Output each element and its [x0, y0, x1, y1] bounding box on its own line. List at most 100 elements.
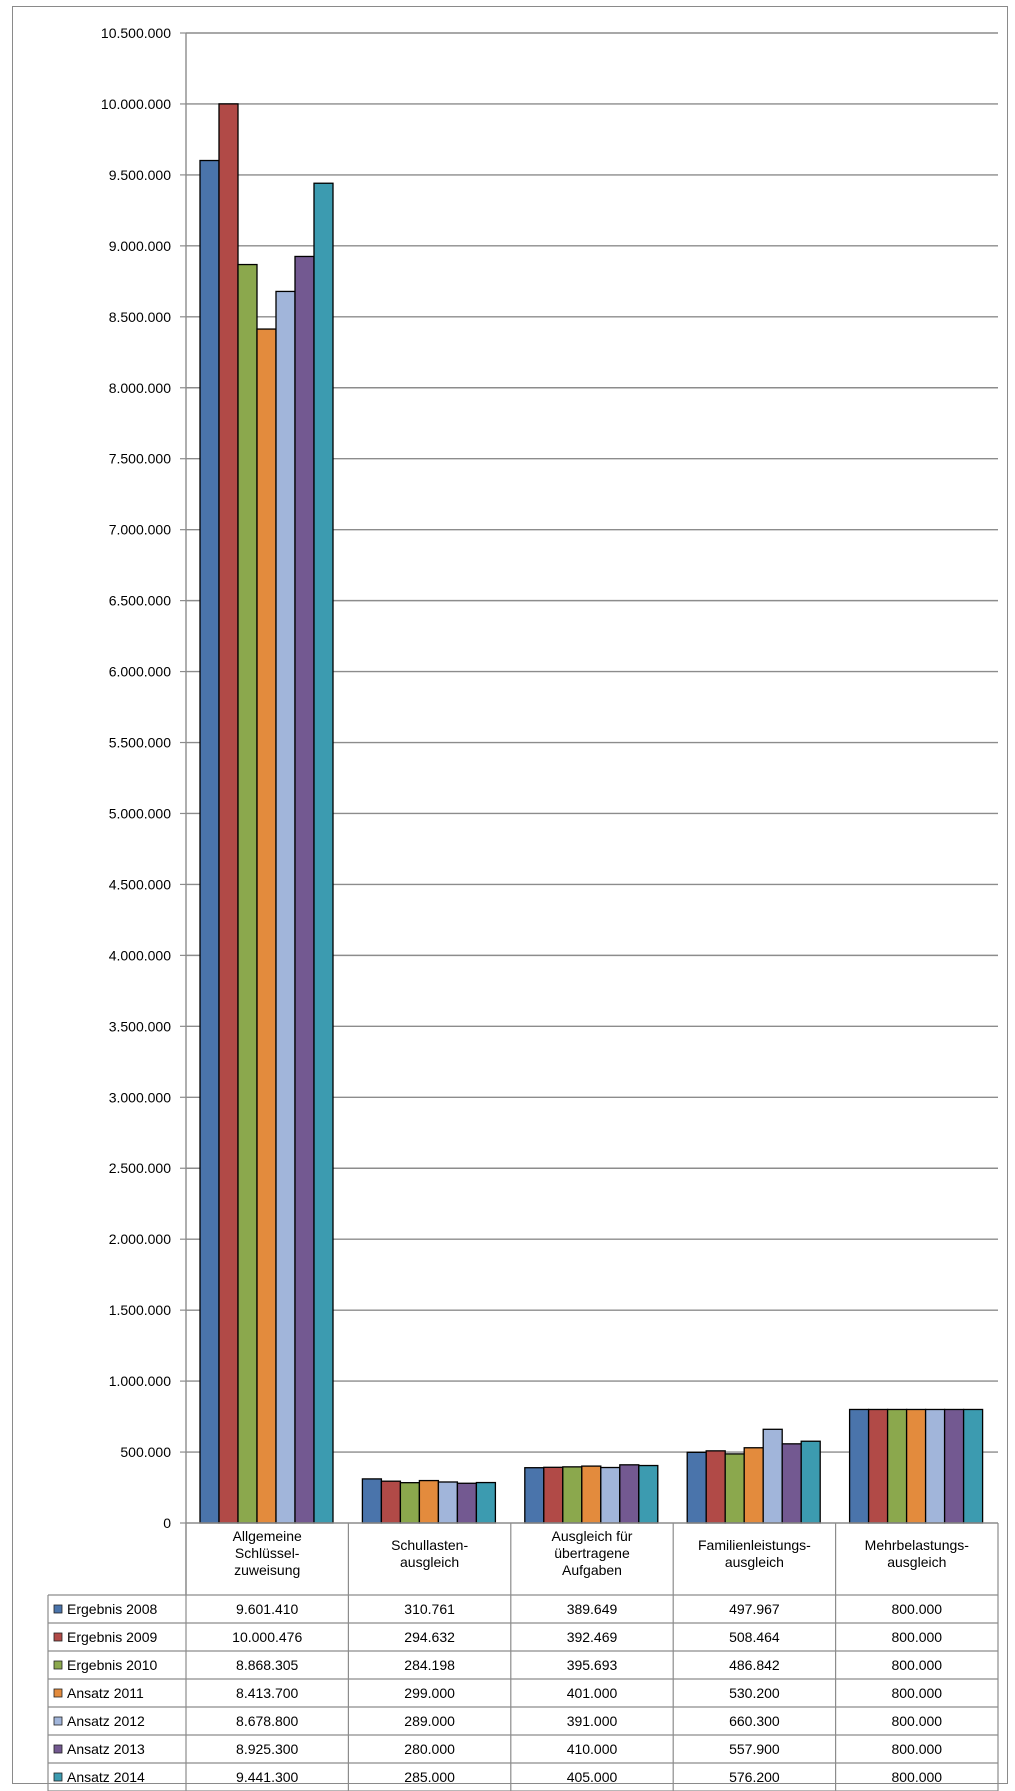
bar — [962, 1408, 984, 1524]
bar — [524, 1467, 545, 1524]
bar — [313, 182, 334, 1524]
data-cell: 800.000 — [891, 1629, 942, 1645]
data-cell: 299.000 — [404, 1685, 455, 1701]
data-cell: 8.925.300 — [236, 1741, 298, 1757]
y-tick-label: 5.500.000 — [109, 735, 171, 751]
legend-swatch — [53, 1772, 63, 1782]
bar — [724, 1453, 745, 1524]
data-cell: 392.469 — [567, 1629, 618, 1645]
y-tick-label: 6.000.000 — [109, 664, 171, 680]
legend-label: Ergebnis 2008 — [67, 1601, 158, 1617]
bar — [686, 1451, 707, 1524]
data-cell: 280.000 — [404, 1741, 455, 1757]
legend-label: Ansatz 2012 — [67, 1713, 145, 1729]
category-label: ausgleich — [725, 1554, 784, 1570]
legend-label: Ansatz 2011 — [67, 1685, 144, 1701]
bar — [905, 1408, 927, 1524]
category-label: Schlüssel- — [235, 1545, 300, 1561]
bar — [562, 1466, 583, 1524]
data-cell: 508.464 — [729, 1629, 780, 1645]
y-tick-label: 3.500.000 — [109, 1018, 171, 1034]
category-label: Familienleistungs- — [698, 1537, 811, 1553]
y-tick-label: 8.000.000 — [109, 380, 171, 396]
data-cell: 800.000 — [891, 1657, 942, 1673]
y-tick-label: 3.000.000 — [109, 1089, 171, 1105]
data-cell: 800.000 — [891, 1769, 942, 1785]
legend-label: Ergebnis 2010 — [67, 1657, 158, 1673]
y-tick-label: 0 — [163, 1515, 171, 1531]
category-label: Aufgaben — [562, 1562, 622, 1578]
category-label: Mehrbelastungs- — [865, 1537, 970, 1553]
bar — [399, 1482, 421, 1524]
bar — [418, 1479, 440, 1524]
data-cell: 8.678.800 — [236, 1713, 298, 1729]
data-cell: 800.000 — [891, 1741, 942, 1757]
y-tick-label: 7.000.000 — [109, 522, 171, 538]
y-tick-label: 4.000.000 — [109, 947, 171, 963]
data-cell: 9.601.410 — [236, 1601, 298, 1617]
y-tick-label: 7.500.000 — [109, 451, 171, 467]
bar — [638, 1464, 659, 1524]
y-tick-label: 2.500.000 — [109, 1160, 171, 1176]
y-tick-label: 8.500.000 — [109, 309, 171, 325]
bar — [294, 255, 315, 1524]
category-label: übertragene — [554, 1545, 630, 1561]
bar — [475, 1481, 497, 1524]
bar — [619, 1464, 640, 1524]
bars — [199, 103, 984, 1524]
data-cell: 389.649 — [567, 1601, 618, 1617]
data-cell: 405.000 — [567, 1769, 618, 1785]
data-cell: 401.000 — [567, 1685, 618, 1701]
data-cell: 294.632 — [404, 1629, 455, 1645]
category-label: Schullasten- — [391, 1537, 468, 1553]
bar — [218, 103, 239, 1524]
legend-swatch — [53, 1632, 63, 1642]
y-tick-label: 500.000 — [120, 1444, 171, 1460]
bar — [581, 1465, 602, 1524]
data-cell: 800.000 — [891, 1713, 942, 1729]
category-label: ausgleich — [887, 1554, 946, 1570]
bar — [275, 290, 296, 1524]
data-cell: 284.198 — [404, 1657, 455, 1673]
legend-swatch — [53, 1744, 63, 1754]
y-tick-label: 9.000.000 — [109, 238, 171, 254]
chart-frame — [12, 6, 1008, 1784]
bar — [800, 1440, 821, 1524]
category-label: ausgleich — [400, 1554, 459, 1570]
category-label: zuweisung — [234, 1562, 300, 1578]
bar — [886, 1408, 908, 1524]
data-cell: 530.200 — [729, 1685, 780, 1701]
legend-label: Ansatz 2014 — [67, 1769, 145, 1785]
bar — [600, 1466, 621, 1524]
y-tick-label: 10.500.000 — [101, 25, 171, 41]
bar — [237, 263, 258, 1524]
legend-label: Ergebnis 2009 — [67, 1629, 158, 1645]
data-cell: 310.761 — [404, 1601, 455, 1617]
bar — [380, 1480, 402, 1524]
data-cell: 410.000 — [567, 1741, 618, 1757]
bar — [256, 328, 277, 1524]
bar — [437, 1481, 459, 1524]
legend-swatch — [53, 1604, 63, 1614]
bar — [705, 1450, 726, 1524]
legend-swatch — [53, 1660, 63, 1670]
category-label: Ausgleich für — [552, 1528, 633, 1544]
y-tick-label: 10.000.000 — [101, 96, 171, 112]
bar — [361, 1478, 383, 1524]
bar — [543, 1466, 564, 1524]
bar — [924, 1408, 946, 1524]
bar — [456, 1482, 478, 1524]
bar — [848, 1408, 870, 1524]
bar — [199, 159, 220, 1524]
legend-swatch — [53, 1688, 63, 1698]
data-cell: 285.000 — [404, 1769, 455, 1785]
data-cell: 289.000 — [404, 1713, 455, 1729]
y-tick-label: 9.500.000 — [109, 167, 171, 183]
bar — [781, 1443, 802, 1524]
y-tick-label: 2.000.000 — [109, 1231, 171, 1247]
bar — [762, 1428, 783, 1524]
data-cell: 497.967 — [729, 1601, 780, 1617]
data-cell: 10.000.476 — [232, 1629, 302, 1645]
